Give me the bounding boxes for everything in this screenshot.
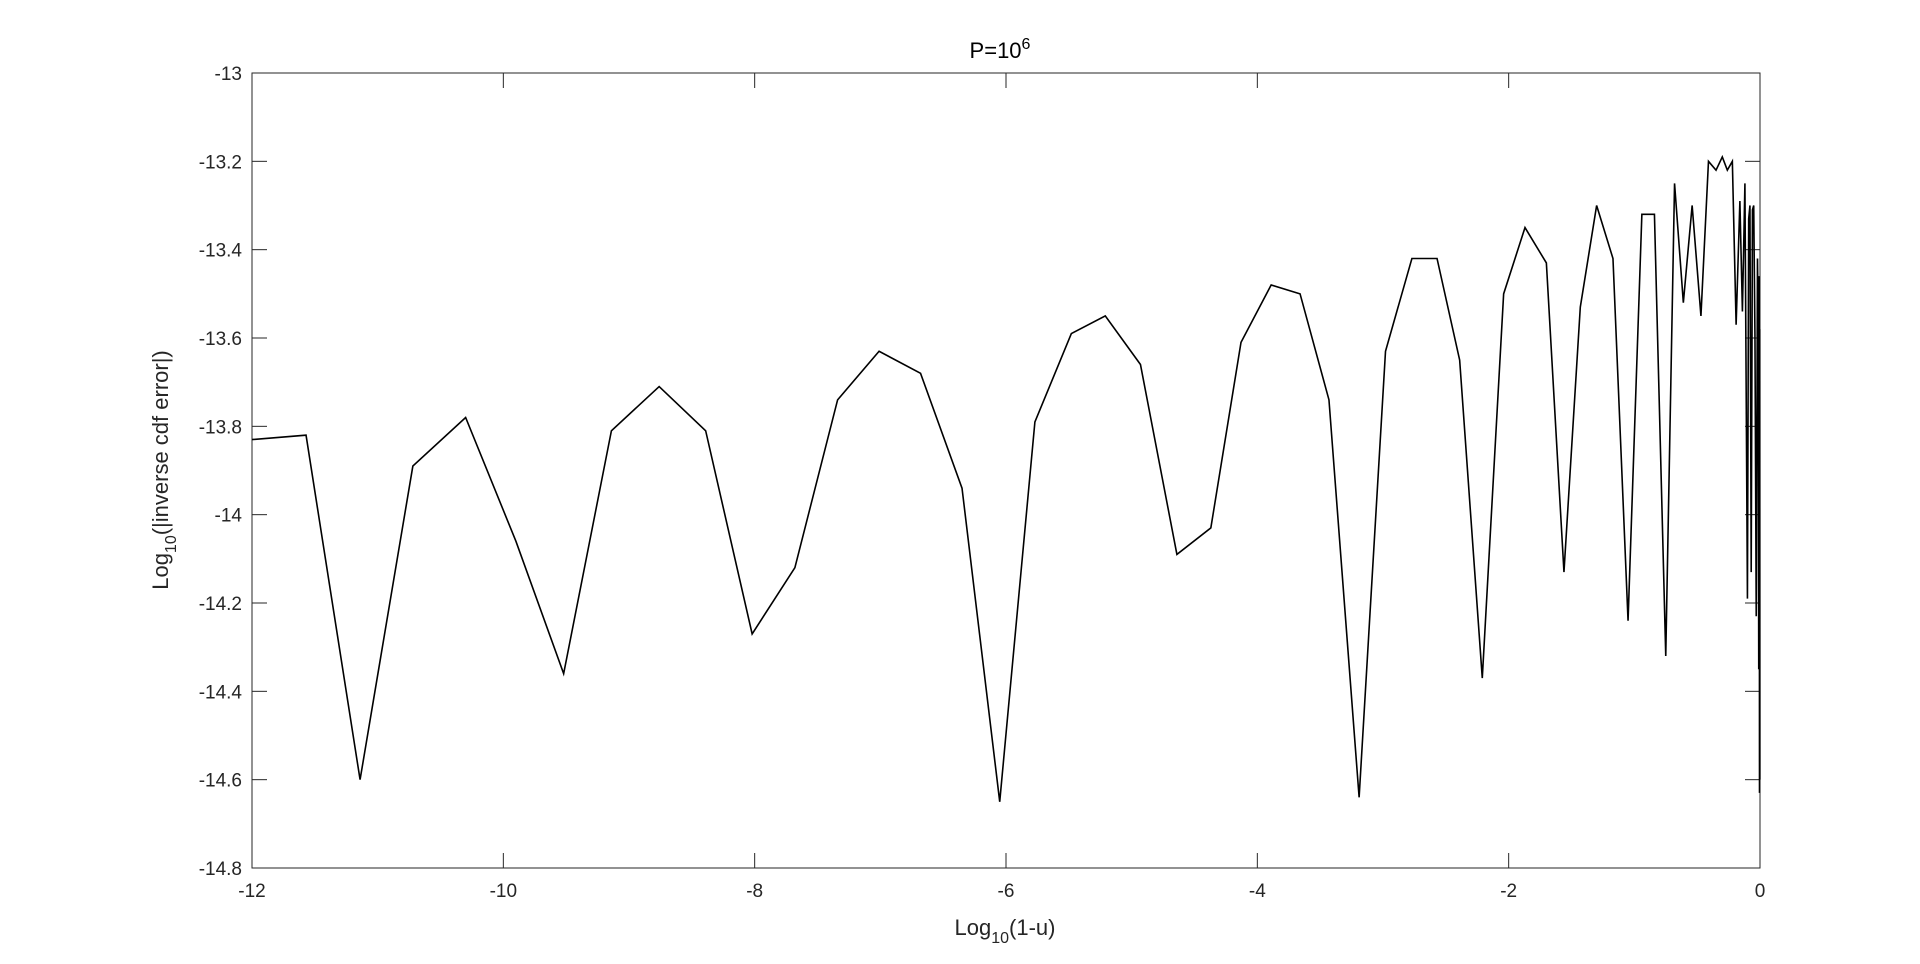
x-tick-label: -2: [1500, 881, 1517, 902]
x-tick-label: -4: [1249, 881, 1266, 902]
y-axis-label-sub: 10: [163, 535, 180, 553]
x-axis: -12 -10 -8 -6 -4 -2 0: [238, 73, 1765, 902]
x-tick-label: -6: [998, 881, 1015, 902]
x-axis-label-post: (1-u): [1009, 915, 1055, 940]
x-tick-label: -10: [490, 881, 517, 902]
y-tick-label: -14.8: [199, 859, 242, 880]
plot-area: [251, 72, 1761, 869]
y-tick-label: -14.6: [199, 771, 242, 792]
y-axis-label-pre: Log: [148, 553, 173, 590]
y-tick-label: -14.4: [199, 682, 243, 703]
x-axis-label-sub: 10: [991, 930, 1009, 947]
series-line: [251, 154, 1761, 802]
chart-title: P=106: [970, 36, 1031, 63]
x-tick-label: 0: [1755, 881, 1766, 902]
x-tick-label: -12: [238, 881, 265, 902]
y-tick-label: -13: [215, 64, 242, 85]
x-tick-label: -8: [746, 881, 763, 902]
x-axis-label-pre: Log: [955, 915, 992, 940]
chart-title-superscript: 6: [1022, 36, 1031, 53]
y-tick-label: -13.8: [199, 417, 242, 438]
y-tick-label: -14.2: [199, 594, 242, 615]
y-axis-label: Log10(|inverse cdf error|): [148, 350, 180, 590]
y-tick-label: -14: [215, 506, 243, 527]
y-tick-label: -13.2: [199, 152, 242, 173]
x-axis-label: Log10(1-u): [955, 915, 1056, 947]
y-axis: -14.8 -14.6 -14.4 -14.2 -14 -13.8 -13.6 -13.4 -1…: [199, 64, 1760, 880]
y-tick-label: -13.4: [199, 241, 243, 262]
chart-title-base: P=10: [970, 38, 1022, 63]
y-tick-label: -13.6: [199, 329, 242, 350]
y-axis-label-post: (|inverse cdf error|): [148, 350, 173, 535]
